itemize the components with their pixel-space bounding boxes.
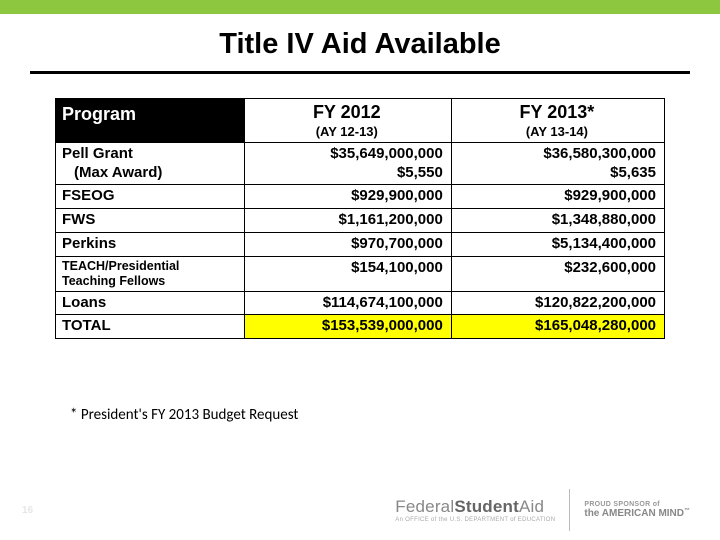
trademark-icon: ™ bbox=[684, 508, 690, 514]
table-row: TEACH/Presidential Teaching Fellows $154… bbox=[56, 256, 665, 291]
row-teach-label-l2: Teaching Fellows bbox=[62, 274, 165, 288]
table-row: FSEOG $929,900,000 $929,900,000 bbox=[56, 185, 665, 209]
row-pell-fy13-l2: $5,635 bbox=[610, 164, 656, 181]
sponsor-l2-main: AMERICAN MIND bbox=[602, 508, 684, 519]
brand-fsa: FederalStudentAid An OFFICE of the U.S. … bbox=[395, 498, 555, 523]
brand-post: Aid bbox=[519, 497, 544, 516]
row-pell-label: Pell Grant (Max Award) bbox=[56, 142, 245, 185]
header-fy2013: FY 2013* (AY 13-14) bbox=[451, 99, 664, 143]
row-fseog-label: FSEOG bbox=[56, 185, 245, 209]
brand-pre: Federal bbox=[395, 497, 454, 516]
row-pell-fy12: $35,649,000,000 $5,550 bbox=[244, 142, 451, 185]
sponsor-l2: the AMERICAN MIND™ bbox=[584, 509, 690, 519]
row-pell-label-l1: Pell Grant bbox=[62, 145, 133, 162]
slide: Title IV Aid Available Program FY 2012 (… bbox=[0, 0, 720, 540]
footer: 16 FederalStudentAid An OFFICE of the U.… bbox=[0, 480, 720, 540]
row-fseog-fy12: $929,900,000 bbox=[244, 185, 451, 209]
row-loans-fy13: $120,822,200,000 bbox=[451, 291, 664, 315]
header-fy2013-main: FY 2013* bbox=[458, 101, 656, 124]
row-perkins-fy13: $5,134,400,000 bbox=[451, 232, 664, 256]
brand-mid: Student bbox=[454, 497, 519, 516]
sponsor: PROUD SPONSOR of the AMERICAN MIND™ bbox=[584, 502, 690, 518]
page-title: Title IV Aid Available bbox=[0, 28, 720, 67]
header-program: Program bbox=[56, 99, 245, 143]
header-fy2013-sub: (AY 13-14) bbox=[458, 124, 656, 140]
row-teach-fy13: $232,600,000 bbox=[451, 256, 664, 291]
row-teach-label-l1: TEACH/Presidential bbox=[62, 259, 179, 273]
header-fy2012: FY 2012 (AY 12-13) bbox=[244, 99, 451, 143]
table-row: Perkins $970,700,000 $5,134,400,000 bbox=[56, 232, 665, 256]
row-perkins-label: Perkins bbox=[56, 232, 245, 256]
brand-fsa-main: FederalStudentAid bbox=[395, 498, 555, 515]
sponsor-l2-pre: the bbox=[584, 508, 601, 519]
aid-table: Program FY 2012 (AY 12-13) FY 2013* (AY … bbox=[55, 98, 665, 339]
accent-bar bbox=[0, 0, 720, 14]
row-total-fy12: $153,539,000,000 bbox=[244, 315, 451, 339]
row-pell-fy13: $36,580,300,000 $5,635 bbox=[451, 142, 664, 185]
table-row: Pell Grant (Max Award) $35,649,000,000 $… bbox=[56, 142, 665, 185]
row-fws-label: FWS bbox=[56, 209, 245, 233]
row-loans-label: Loans bbox=[56, 291, 245, 315]
table-header-row: Program FY 2012 (AY 12-13) FY 2013* (AY … bbox=[56, 99, 665, 143]
title-rule bbox=[30, 71, 690, 74]
divider bbox=[569, 489, 570, 531]
row-total-fy13: $165,048,280,000 bbox=[451, 315, 664, 339]
row-pell-fy12-l1: $35,649,000,000 bbox=[330, 145, 443, 162]
row-fws-fy12: $1,161,200,000 bbox=[244, 209, 451, 233]
row-pell-fy13-l1: $36,580,300,000 bbox=[543, 145, 656, 162]
aid-table-wrap: Program FY 2012 (AY 12-13) FY 2013* (AY … bbox=[55, 98, 665, 339]
header-fy2012-sub: (AY 12-13) bbox=[251, 124, 443, 140]
table-row-total: TOTAL $153,539,000,000 $165,048,280,000 bbox=[56, 315, 665, 339]
row-pell-fy12-l2: $5,550 bbox=[397, 164, 443, 181]
row-pell-label-l2: (Max Award) bbox=[62, 164, 236, 183]
table-row: Loans $114,674,100,000 $120,822,200,000 bbox=[56, 291, 665, 315]
row-teach-fy12: $154,100,000 bbox=[244, 256, 451, 291]
row-loans-fy12: $114,674,100,000 bbox=[244, 291, 451, 315]
row-teach-label: TEACH/Presidential Teaching Fellows bbox=[56, 256, 245, 291]
row-perkins-fy12: $970,700,000 bbox=[244, 232, 451, 256]
footnote: * President's FY 2013 Budget Request bbox=[70, 406, 298, 424]
table-row: FWS $1,161,200,000 $1,348,880,000 bbox=[56, 209, 665, 233]
brand-wrap: FederalStudentAid An OFFICE of the U.S. … bbox=[395, 489, 690, 531]
row-fws-fy13: $1,348,880,000 bbox=[451, 209, 664, 233]
page-number: 16 bbox=[22, 505, 33, 516]
row-total-label: TOTAL bbox=[56, 315, 245, 339]
brand-fsa-sub: An OFFICE of the U.S. DEPARTMENT of EDUC… bbox=[395, 517, 555, 523]
row-fseog-fy13: $929,900,000 bbox=[451, 185, 664, 209]
header-fy2012-main: FY 2012 bbox=[251, 101, 443, 124]
